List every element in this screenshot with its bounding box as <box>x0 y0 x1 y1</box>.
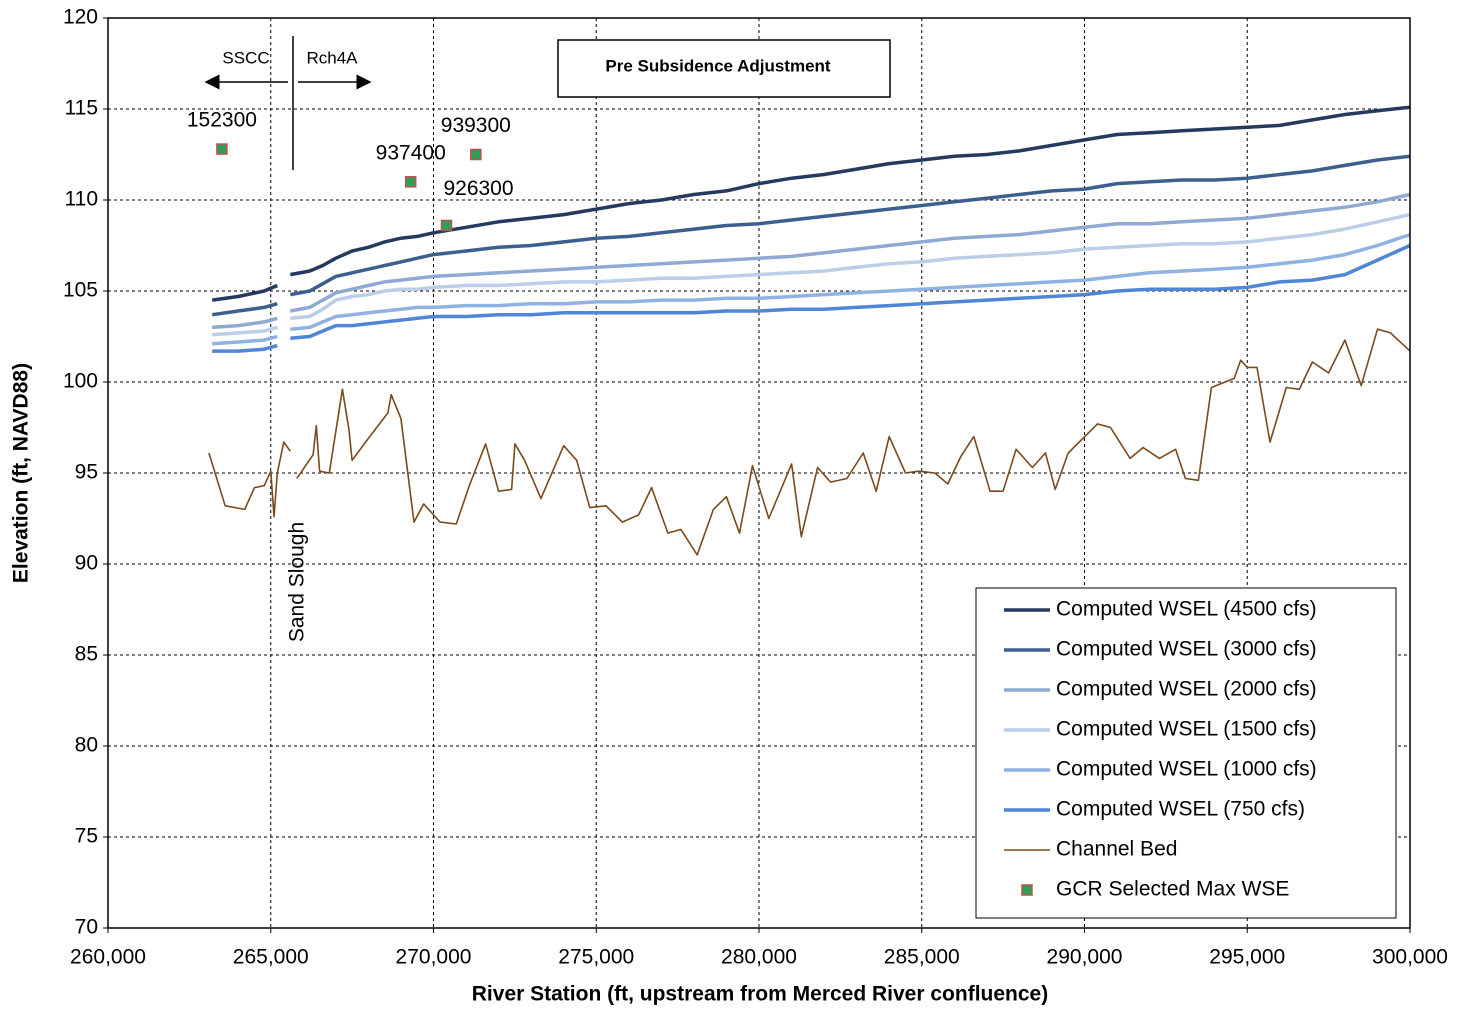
legend-label: Channel Bed <box>1056 838 1177 861</box>
y-tick-label: 110 <box>65 188 98 211</box>
x-tick-label: 275,000 <box>558 946 634 969</box>
y-tick-label: 70 <box>75 916 98 939</box>
y-tick-label: 115 <box>65 97 98 120</box>
legend-label: Computed WSEL (1500 cfs) <box>1056 718 1317 741</box>
point-label: 926300 <box>443 177 513 200</box>
legend-label: Computed WSEL (2000 cfs) <box>1056 678 1317 701</box>
annotation: SSCC <box>222 48 269 67</box>
y-tick-label: 75 <box>75 825 98 848</box>
annotation: Pre Subsidence Adjustment <box>605 56 830 75</box>
y-tick-label: 120 <box>63 6 98 29</box>
annotation: Sand Slough <box>286 522 309 642</box>
x-tick-label: 300,000 <box>1372 946 1448 969</box>
legend-swatch <box>1021 884 1033 896</box>
data-point <box>470 148 482 161</box>
data-point <box>216 143 228 155</box>
series-line <box>211 105 1411 302</box>
annotation: Rch4A <box>306 48 358 67</box>
y-tick-label: 100 <box>63 370 98 393</box>
point-label: 937400 <box>376 141 446 164</box>
series-line <box>211 154 1411 317</box>
legend-label: GCR Selected Max WSE <box>1056 878 1289 901</box>
x-tick-label: 260,000 <box>70 946 146 969</box>
x-tick-label: 290,000 <box>1047 946 1123 969</box>
x-tick-label: 280,000 <box>721 946 797 969</box>
x-tick-label: 295,000 <box>1209 946 1285 969</box>
series-line <box>212 212 1411 337</box>
annotation-box <box>557 39 891 98</box>
series-line <box>212 243 1411 353</box>
y-tick-label: 95 <box>75 461 98 484</box>
y-axis-label: Elevation (ft, NAVD88) <box>10 363 33 583</box>
legend-label: Computed WSEL (750 cfs) <box>1056 798 1305 821</box>
grid <box>103 17 1411 933</box>
y-tick-label: 85 <box>75 643 98 666</box>
y-tick-label: 105 <box>63 279 98 302</box>
x-axis-label: River Station (ft, upstream from Merced … <box>472 983 1048 1006</box>
data-point <box>440 219 453 232</box>
legend-box <box>975 587 1397 919</box>
series-line <box>212 232 1411 346</box>
y-tick-label: 80 <box>75 734 98 757</box>
legend-label: Computed WSEL (4500 cfs) <box>1056 598 1317 621</box>
legend-label: Computed WSEL (1000 cfs) <box>1056 758 1317 781</box>
legend: Computed WSEL (4500 cfs) Computed WSEL (3… <box>975 587 1397 919</box>
plot-frame <box>107 17 1411 929</box>
x-tick-label: 270,000 <box>396 946 472 969</box>
series-line <box>208 328 1411 556</box>
legend-label: Computed WSEL (3000 cfs) <box>1056 638 1317 661</box>
series-line <box>212 192 1411 330</box>
marks: 152300 937400 926300 939300 <box>187 105 1411 556</box>
y-tick-label: 90 <box>75 552 98 575</box>
x-tick-label: 285,000 <box>884 946 960 969</box>
data-point <box>404 176 417 188</box>
point-label: 152300 <box>187 109 257 132</box>
point-label: 939300 <box>441 114 511 137</box>
x-tick-label: 265,000 <box>233 946 309 969</box>
